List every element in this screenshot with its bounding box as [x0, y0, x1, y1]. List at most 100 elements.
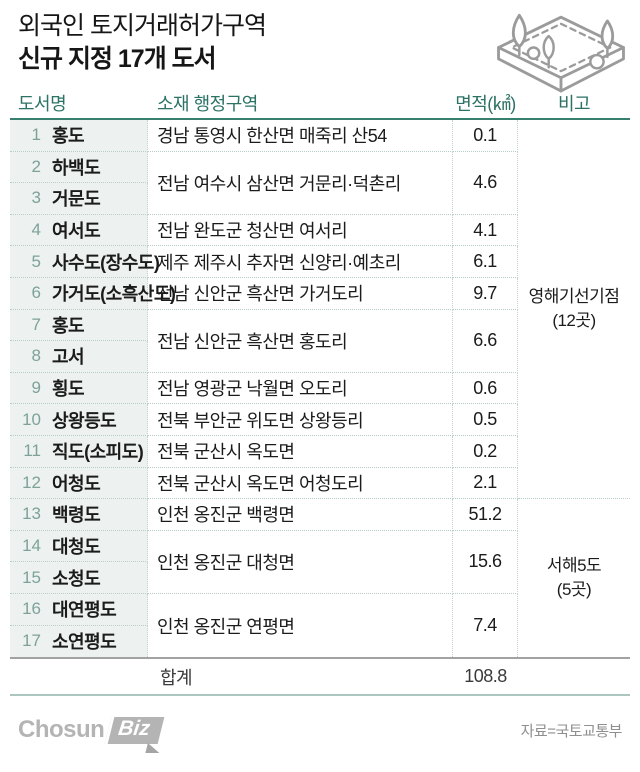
area-cell: 2.1 — [453, 467, 518, 500]
row-number: 3 — [31, 188, 41, 208]
note-cell: 영해기선기점 (12곳) — [518, 120, 630, 500]
row-number: 15 — [22, 567, 41, 587]
island-illustration-icon — [490, 10, 632, 107]
header: 외국인 토지거래허가구역 신규 지정 17개 도서 — [0, 0, 640, 93]
island-name: 횡도 — [52, 379, 85, 400]
row-number: 7 — [31, 314, 41, 334]
row-number: 13 — [22, 504, 41, 524]
district-cell: 인천 옹진군 연평면 — [148, 593, 453, 658]
island-name-cell: 6 가거도(소흑산도) — [10, 277, 176, 310]
island-name-cell: 16 대연평도 — [10, 593, 148, 626]
island-name: 백령도 — [52, 505, 101, 526]
column-header-note: 비고 — [557, 94, 591, 114]
area-cell: 0.2 — [453, 435, 518, 468]
column-header-name: 도서명 — [18, 94, 67, 114]
area-cell: 51.2 — [453, 499, 518, 531]
row-number: 6 — [31, 283, 41, 303]
row-number: 10 — [22, 409, 41, 429]
note-label: 서해5도 — [546, 556, 602, 576]
island-name-cell: 11 직도(소피도) — [10, 435, 148, 468]
note-count: (12곳) — [552, 311, 596, 331]
row-number: 2 — [31, 156, 41, 176]
page-title: 외국인 토지거래허가구역 신규 지정 17개 도서 — [18, 10, 267, 76]
island-name-cell: 5 사수도(장수도) — [10, 246, 160, 278]
island-name: 상왕등도 — [52, 410, 117, 431]
island-name-cell: 3 거문도 — [10, 183, 148, 215]
island-name-cell: 15 소청도 — [10, 562, 148, 594]
row-number: 14 — [22, 536, 41, 556]
row-number: 4 — [31, 220, 41, 240]
row-number: 12 — [22, 472, 41, 492]
island-name-cell: 17 소연평도 — [10, 625, 148, 658]
island-name: 소연평도 — [52, 632, 117, 653]
area-cell: 0.1 — [453, 120, 518, 152]
page-title-line2: 신규 지정 17개 도서 — [18, 45, 217, 73]
column-header-area: 면적(㎢) — [455, 94, 516, 114]
island-name: 직도(소피도) — [52, 442, 144, 463]
island-name-cell: 12 어청도 — [10, 467, 148, 500]
island-name: 홍도 — [52, 126, 85, 147]
area-cell: 6.1 — [453, 246, 518, 278]
area-cell: 15.6 — [453, 530, 518, 594]
island-name-cell: 14 대청도 — [10, 530, 148, 563]
row-number: 11 — [23, 441, 41, 461]
district-cell: 전북 군산시 옥도면 — [148, 435, 453, 468]
island-name: 홍도 — [52, 315, 85, 336]
row-number: 9 — [31, 378, 41, 398]
note-cell: 서해5도 (5곳) — [518, 499, 630, 657]
district-cell: 전남 영광군 낙월면 오도리 — [148, 372, 453, 405]
table-header-row: 도서명 소재 행정구역 면적(㎢) 비고 — [10, 88, 630, 120]
area-cell: 9.7 — [453, 277, 518, 310]
district-cell: 전북 부안군 위도면 상왕등리 — [148, 404, 453, 436]
logo-text-biz: Biz — [117, 716, 152, 740]
row-number: 1 — [31, 125, 41, 145]
area-cell: 0.6 — [453, 372, 518, 405]
total-row: 합계 108.8 — [10, 657, 630, 697]
island-name: 가거도(소흑산도) — [52, 284, 176, 305]
column-header-district: 소재 행정구역 — [157, 94, 258, 114]
island-name: 여서도 — [52, 221, 101, 242]
island-name-cell: 10 상왕등도 — [10, 404, 148, 436]
area-cell: 7.4 — [453, 593, 518, 658]
total-value: 108.8 — [464, 666, 507, 687]
island-name: 소청도 — [52, 568, 101, 589]
island-name: 대청도 — [52, 537, 101, 558]
island-name-cell: 4 여서도 — [10, 214, 148, 247]
island-name: 고서 — [52, 347, 85, 368]
island-name-cell: 9 횡도 — [10, 372, 148, 405]
district-cell: 전남 여수시 삼산면 거문리·덕촌리 — [148, 151, 453, 215]
district-cell: 제주 제주시 추자면 신양리·예초리 — [148, 246, 453, 278]
row-number: 16 — [22, 599, 41, 619]
row-number: 5 — [31, 251, 41, 271]
note-count: (5곳) — [556, 580, 592, 600]
island-name: 대연평도 — [52, 600, 117, 621]
island-name: 어청도 — [52, 473, 101, 494]
island-name-cell: 13 백령도 — [10, 499, 148, 531]
district-cell: 전남 신안군 흑산면 가거도리 — [148, 277, 453, 310]
district-cell: 전북 군산시 옥도면 어청도리 — [148, 467, 453, 500]
district-cell: 인천 옹진군 백령면 — [148, 499, 453, 531]
district-cell: 전남 신안군 흑산면 홍도리 — [148, 309, 453, 373]
district-cell: 전남 완도군 청산면 여서리 — [148, 214, 453, 247]
island-name: 사수도(장수도) — [52, 252, 160, 273]
source-credit: 자료=국토교통부 — [520, 722, 623, 740]
district-cell: 경남 통영시 한산면 매죽리 산54 — [148, 120, 453, 152]
chosunbiz-logo: Chosun Biz — [18, 716, 165, 744]
island-name-cell: 1 홍도 — [10, 120, 148, 152]
row-number: 17 — [22, 631, 41, 651]
note-label: 영해기선기점 — [528, 287, 620, 307]
island-name-cell: 8 고서 — [10, 341, 148, 373]
district-cell: 인천 옹진군 대청면 — [148, 530, 453, 594]
logo-text-chosun: Chosun — [18, 716, 105, 744]
area-cell: 0.5 — [453, 404, 518, 436]
footer: Chosun Biz 자료=국토교통부 — [0, 696, 640, 744]
island-name-cell: 2 하백도 — [10, 151, 148, 184]
island-name: 하백도 — [52, 157, 101, 178]
area-cell: 4.1 — [453, 214, 518, 247]
island-name: 거문도 — [52, 189, 101, 210]
logo-biz-box: Biz — [104, 716, 165, 744]
row-number: 8 — [31, 346, 41, 366]
area-cell: 6.6 — [453, 309, 518, 373]
area-cell: 4.6 — [453, 151, 518, 215]
